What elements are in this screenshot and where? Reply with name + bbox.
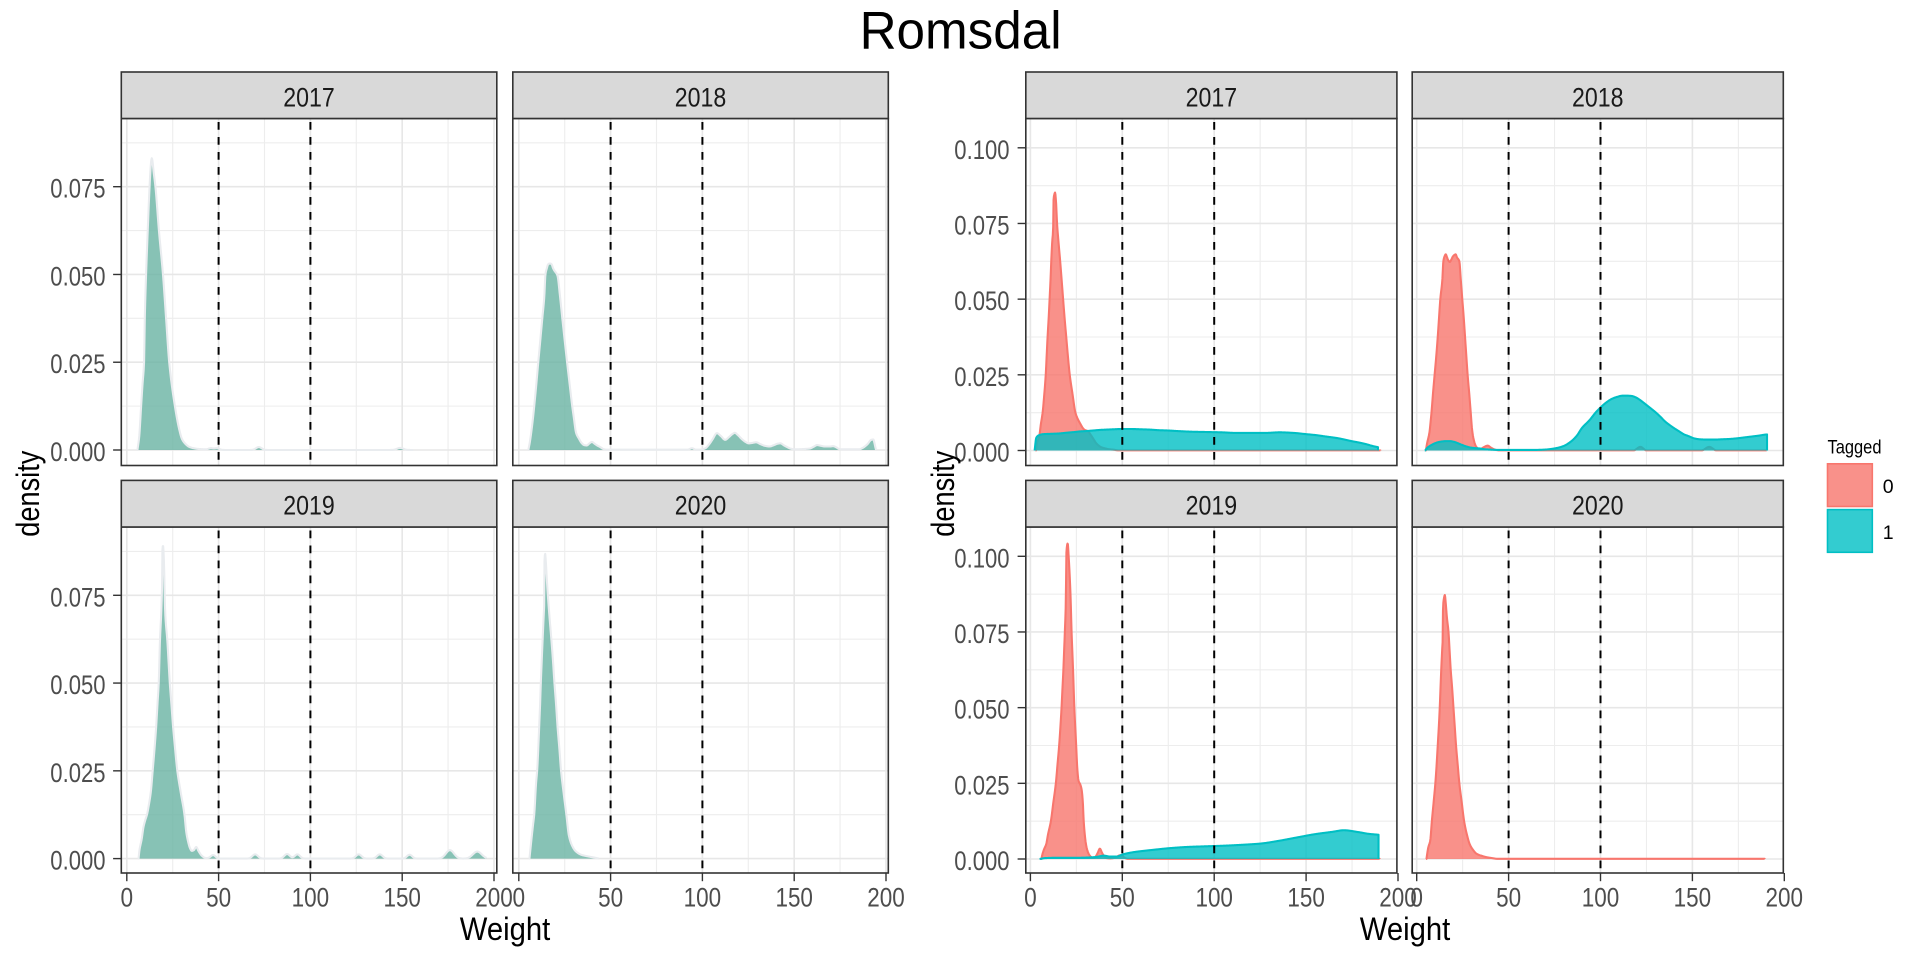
svg-text:0: 0 [1024,883,1037,913]
svg-text:Tagged: Tagged [1828,436,1882,458]
svg-text:density: density [925,451,961,537]
svg-text:2019: 2019 [1186,491,1238,521]
svg-text:Weight: Weight [1360,911,1451,947]
svg-text:2017: 2017 [283,82,335,112]
svg-text:0.050: 0.050 [954,695,1009,725]
svg-text:2018: 2018 [675,82,727,112]
svg-text:0.000: 0.000 [954,438,1009,468]
svg-text:0.025: 0.025 [50,349,105,379]
svg-text:100: 100 [292,883,330,913]
svg-text:50: 50 [598,883,623,913]
svg-text:0.100: 0.100 [954,135,1009,165]
svg-text:200: 200 [1379,883,1417,913]
svg-text:0.000: 0.000 [50,437,105,467]
svg-text:2017: 2017 [1186,82,1238,112]
svg-text:0: 0 [121,883,134,913]
svg-text:150: 150 [1287,883,1325,913]
svg-text:150: 150 [1674,883,1712,913]
svg-text:0.050: 0.050 [50,261,105,291]
svg-text:0.000: 0.000 [50,846,105,876]
svg-text:100: 100 [684,883,722,913]
svg-text:0.025: 0.025 [50,758,105,788]
svg-text:2018: 2018 [1572,82,1624,112]
svg-text:0.000: 0.000 [954,846,1009,876]
svg-text:0: 0 [1410,883,1423,913]
svg-text:2019: 2019 [283,491,335,521]
svg-text:0.050: 0.050 [50,670,105,700]
svg-text:150: 150 [383,883,421,913]
svg-text:200: 200 [475,883,513,913]
svg-text:0.075: 0.075 [954,619,1009,649]
svg-text:200: 200 [1766,883,1804,913]
svg-text:0: 0 [1883,476,1894,498]
svg-text:0.075: 0.075 [954,210,1009,240]
svg-text:Weight: Weight [460,911,551,947]
svg-text:50: 50 [206,883,231,913]
svg-text:2020: 2020 [675,491,727,521]
svg-text:150: 150 [775,883,813,913]
svg-text:0.075: 0.075 [50,174,105,204]
svg-text:0.075: 0.075 [50,582,105,612]
svg-text:200: 200 [867,883,905,913]
svg-text:2020: 2020 [1572,491,1624,521]
svg-text:0.100: 0.100 [954,543,1009,573]
svg-text:density: density [10,451,46,537]
svg-text:100: 100 [1195,883,1233,913]
svg-text:Romsdal: Romsdal [860,1,1062,60]
svg-text:0.025: 0.025 [954,362,1009,392]
svg-text:100: 100 [1582,883,1620,913]
svg-text:0.050: 0.050 [954,286,1009,316]
svg-text:0: 0 [513,883,526,913]
svg-text:0.025: 0.025 [954,770,1009,800]
svg-text:50: 50 [1496,883,1521,913]
svg-text:1: 1 [1883,522,1894,544]
svg-text:50: 50 [1110,883,1135,913]
